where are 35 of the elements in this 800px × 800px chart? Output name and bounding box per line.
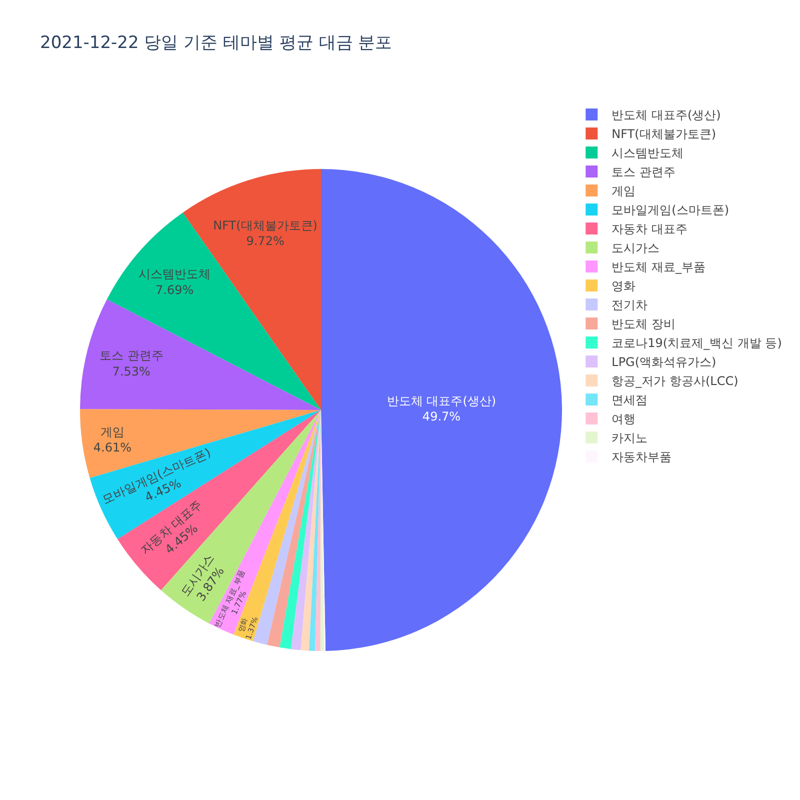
slice-label: NFT(대체불가토큰) bbox=[213, 218, 318, 232]
data-label: 7.69% bbox=[156, 282, 194, 297]
slice-label: 토스 관련주 bbox=[99, 348, 164, 363]
data-label: 9.72% bbox=[246, 234, 284, 248]
pie-slice bbox=[80, 299, 321, 410]
legend-label: 반도체 장비 bbox=[612, 317, 676, 332]
legend-label: 반도체 재료_부품 bbox=[612, 260, 706, 274]
legend-label: 영화 bbox=[612, 279, 636, 294]
legend-label: LPG(액화석유가스) bbox=[612, 355, 716, 370]
legend-label: 모바일게임(스마트폰) bbox=[612, 203, 730, 218]
pie-slice bbox=[300, 410, 321, 651]
legend-label: 반도체 대표주(생산) bbox=[612, 108, 721, 122]
pie-slice bbox=[280, 410, 321, 650]
data-label: 49.7% bbox=[422, 410, 461, 424]
pie-slice bbox=[321, 169, 562, 651]
slice-label: 시스템반도체 bbox=[138, 267, 211, 282]
slice-label: 반도체 대표주(생산) bbox=[386, 394, 496, 408]
slice-label: 게임 bbox=[100, 424, 124, 439]
legend-label: 게임 bbox=[612, 184, 636, 198]
legend-label: 시스템반도체 bbox=[612, 146, 684, 160]
legend-label: NFT(대체불가토큰) bbox=[612, 127, 716, 142]
chart-title: 2021-12-22 당일 기준 테마별 평균 대금 분포 bbox=[40, 32, 392, 53]
legend-label: 토스 관련주 bbox=[612, 165, 676, 180]
pie-slice bbox=[267, 410, 321, 648]
legend-label: 자동차 대표주 bbox=[612, 222, 688, 236]
legend-label: 여행 bbox=[612, 412, 636, 426]
legend-label: 항공_저가 항공사(LCC) bbox=[612, 374, 738, 388]
legend-label: 도시가스 bbox=[612, 241, 660, 256]
pie-slice bbox=[290, 410, 321, 650]
legend-label: 전기차 bbox=[612, 298, 648, 312]
legend-label: 자동차부품 bbox=[612, 450, 672, 464]
legend-label: 카지노 bbox=[612, 431, 648, 446]
data-label: 7.53% bbox=[112, 364, 150, 378]
legend-label: 면세점 bbox=[612, 393, 648, 408]
legend-label: 코로나19(치료제_백신 개발 등) bbox=[612, 336, 782, 350]
